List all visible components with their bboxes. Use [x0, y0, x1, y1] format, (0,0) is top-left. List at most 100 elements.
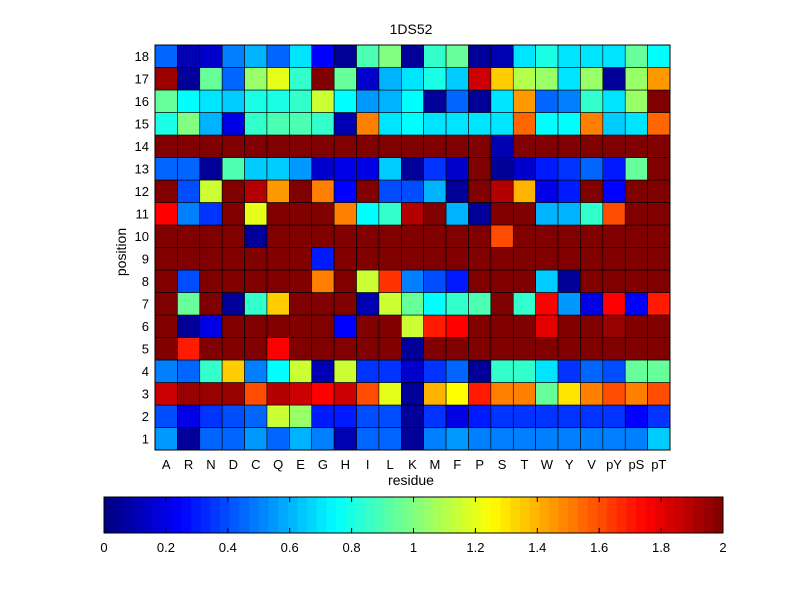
plot-frame: [154, 44, 671, 451]
y-tick-label: 5: [142, 341, 149, 356]
x-tick-label: pS: [628, 457, 644, 472]
heatmap-cell: [221, 44, 245, 68]
heatmap-cell: [311, 404, 335, 428]
heatmap-cell: [177, 89, 201, 113]
colorbar-segment: [152, 497, 163, 533]
heatmap-cell: [557, 404, 581, 428]
heatmap-cell: [602, 44, 626, 68]
heatmap-cell: [400, 359, 424, 383]
y-tick-label: 4: [142, 364, 149, 379]
heatmap-cell: [535, 382, 559, 406]
colorbar-segment: [104, 497, 115, 533]
heatmap-cell: [154, 89, 178, 113]
x-tick-label: C: [251, 457, 260, 472]
colorbar-segment: [336, 497, 347, 533]
colorbar-segment: [384, 497, 395, 533]
colorbar-segment: [558, 497, 569, 533]
heatmap-cell: [356, 179, 380, 203]
heatmap-cell: [557, 337, 581, 361]
heatmap-cell: [512, 404, 536, 428]
heatmap-cell: [154, 179, 178, 203]
heatmap-cell: [400, 292, 424, 316]
heatmap-cell: [289, 337, 313, 361]
heatmap-cell: [311, 157, 335, 181]
heatmap-cell: [624, 404, 648, 428]
heatmap-cell: [535, 269, 559, 293]
heatmap-cell: [423, 179, 447, 203]
heatmap-cell: [221, 359, 245, 383]
heatmap-cell: [512, 359, 536, 383]
heatmap-cell: [356, 359, 380, 383]
y-axis-label: position: [113, 228, 129, 276]
heatmap-cell: [266, 292, 290, 316]
heatmap-cell: [512, 269, 536, 293]
heatmap-cell: [333, 247, 357, 271]
heatmap-cell: [378, 337, 402, 361]
heatmap-cell: [445, 314, 469, 338]
heatmap-cell: [221, 247, 245, 271]
heatmap-cell: [490, 157, 514, 181]
heatmap-cell: [356, 202, 380, 226]
heatmap-cell: [557, 224, 581, 248]
colorbar-tick-label: 1.8: [652, 540, 670, 555]
heatmap-cell: [333, 292, 357, 316]
x-tick-label: F: [453, 457, 461, 472]
heatmap-cell: [468, 382, 492, 406]
colorbar-segment: [278, 497, 289, 533]
y-tick-label: 7: [142, 296, 149, 311]
colorbar-segment: [500, 497, 511, 533]
heatmap-cell: [535, 314, 559, 338]
heatmap-cell: [356, 427, 380, 451]
heatmap-cell: [445, 134, 469, 158]
heatmap-cell: [512, 337, 536, 361]
colorbar-segment: [442, 497, 453, 533]
heatmap-cell: [266, 44, 290, 68]
heatmap-cell: [647, 269, 671, 293]
heatmap-cell: [468, 269, 492, 293]
heatmap-cell: [177, 269, 201, 293]
heatmap-cell: [199, 247, 223, 271]
heatmap-cell: [647, 202, 671, 226]
y-tick-label: 6: [142, 319, 149, 334]
heatmap-cell: [154, 359, 178, 383]
heatmap-cell: [356, 157, 380, 181]
heatmap-cell: [535, 404, 559, 428]
heatmap-cell: [647, 427, 671, 451]
heatmap-cell: [289, 157, 313, 181]
heatmap-cell: [535, 224, 559, 248]
heatmap-cell: [647, 67, 671, 91]
x-tick-label: M: [429, 457, 440, 472]
heatmap-cell: [490, 67, 514, 91]
heatmap-cell: [177, 134, 201, 158]
heatmap-cell: [199, 337, 223, 361]
heatmap-cell: [423, 404, 447, 428]
colorbar-segment: [703, 497, 714, 533]
x-tick-label: pT: [651, 457, 666, 472]
heatmap-cell: [221, 314, 245, 338]
heatmap-cell: [244, 67, 268, 91]
y-tick-label: 15: [135, 116, 149, 131]
heatmap-cell: [468, 202, 492, 226]
heatmap-cell: [177, 337, 201, 361]
colorbar-segment: [674, 497, 685, 533]
heatmap-cell: [356, 247, 380, 271]
heatmap-cell: [400, 179, 424, 203]
heatmap-cell: [154, 202, 178, 226]
colorbar-segment: [307, 497, 318, 533]
colorbar-segment: [249, 497, 260, 533]
colorbar-segment: [461, 497, 472, 533]
heatmap-cell: [266, 382, 290, 406]
heatmap-cell: [244, 44, 268, 68]
colorbar-segment: [365, 497, 376, 533]
colorbar-segment: [713, 497, 724, 533]
heatmap-cell: [557, 247, 581, 271]
heatmap-cell: [535, 359, 559, 383]
heatmap-cell: [356, 269, 380, 293]
colorbar-segment: [326, 497, 337, 533]
heatmap-cell: [154, 427, 178, 451]
heatmap-cell: [289, 359, 313, 383]
heatmap-cell: [535, 44, 559, 68]
colorbar-tick-label: 0.2: [157, 540, 175, 555]
heatmap-cell: [580, 202, 604, 226]
